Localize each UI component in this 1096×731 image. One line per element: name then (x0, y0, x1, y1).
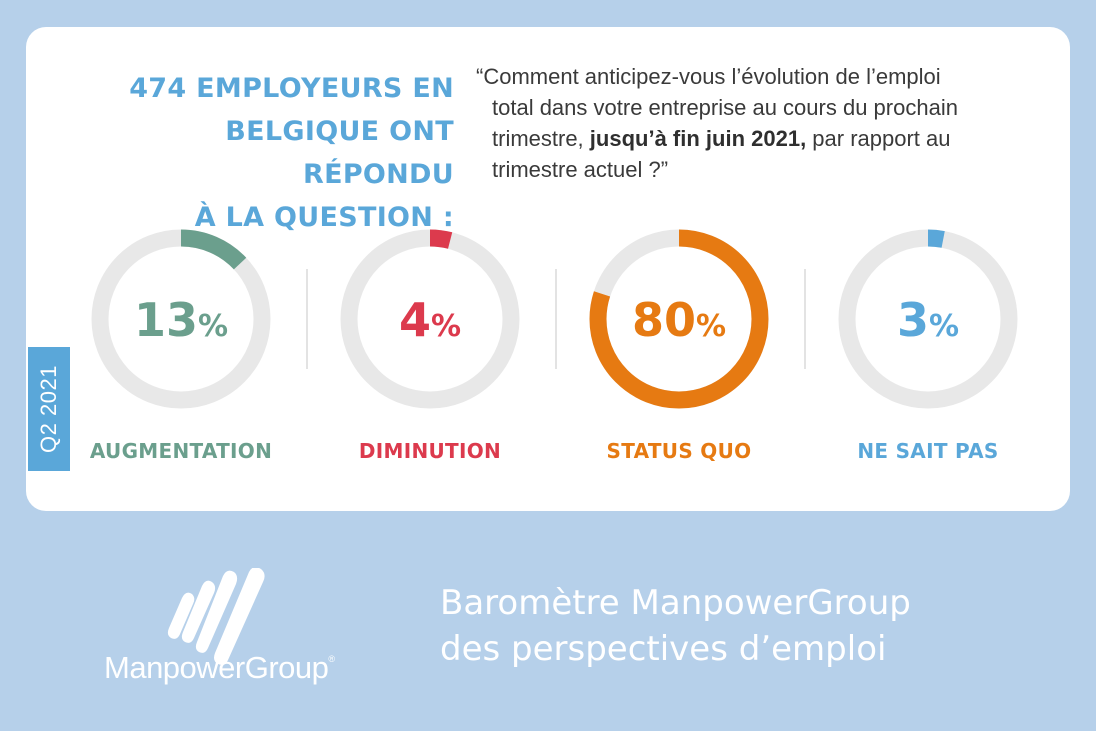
donut-charts: 13% 4% 80% 3% (91, 229, 1018, 409)
divider (306, 269, 308, 369)
headline: 474 EMPLOYEURS EN BELGIQUE ONT RÉPONDU À… (82, 67, 454, 239)
donut-value-label: 13% (134, 293, 228, 347)
donut-category-label: NE SAIT PAS (857, 439, 999, 463)
footer-title: Baromètre ManpowerGroup des perspectives… (440, 580, 1060, 672)
headline-line: À LA QUESTION : (194, 202, 454, 233)
headline-line: 474 EMPLOYEURS EN (129, 73, 454, 104)
survey-question: “Comment anticipez-vous l’évolution de l… (476, 61, 1036, 185)
divider (555, 269, 557, 369)
brand-name: ManpowerGroup® (104, 650, 335, 686)
question-line: trimestre, jusqu’à fin juin 2021, par ra… (476, 123, 1036, 154)
donut-slice (91, 229, 271, 409)
question-text: par rapport au (806, 126, 951, 151)
donut-value-label: 3% (897, 293, 959, 347)
footer-title-line: des perspectives d’emploi (440, 629, 887, 669)
question-line: total dans votre entreprise au cours du … (492, 95, 958, 120)
divider (804, 269, 806, 369)
donut-category-label: AUGMENTATION (89, 439, 273, 463)
question-deadline: jusqu’à fin juin 2021, (589, 126, 807, 151)
footer-title-line: Baromètre ManpowerGroup (440, 583, 911, 623)
donut-value-label: 80% (632, 293, 726, 347)
question-text: trimestre, (492, 126, 590, 151)
question-line: “Comment anticipez-vous l’évolution de l… (476, 64, 941, 89)
donut-category-label: DIMINUTION (358, 439, 502, 463)
brand-name-text: ManpowerGroup (104, 650, 329, 685)
donut-slice (589, 229, 769, 409)
question-line: trimestre actuel ?” (492, 157, 669, 182)
headline-line: BELGIQUE ONT RÉPONDU (225, 116, 454, 190)
donut-value-label: 4% (399, 293, 461, 347)
manpowergroup-logo-icon (167, 568, 265, 665)
infographic-card: 474 EMPLOYEURS EN BELGIQUE ONT RÉPONDU À… (26, 27, 1070, 511)
registered-mark: ® (328, 654, 335, 664)
donut-slice (340, 229, 520, 409)
donut-slice (838, 229, 1018, 409)
quarter-tab: Q2 2021 (28, 347, 70, 471)
donut-category-label: STATUS QUO (606, 439, 752, 463)
